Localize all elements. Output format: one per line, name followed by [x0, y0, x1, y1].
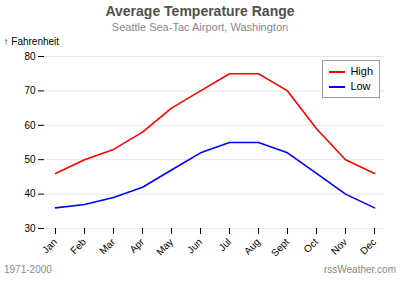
svg-text:Jun: Jun: [185, 236, 204, 255]
svg-text:Oct: Oct: [301, 236, 320, 255]
svg-text:70: 70: [24, 85, 36, 96]
svg-text:30: 30: [24, 223, 36, 234]
svg-text:Aug: Aug: [242, 236, 262, 256]
svg-text:60: 60: [24, 120, 36, 131]
svg-text:Mar: Mar: [97, 236, 117, 256]
svg-text:Jan: Jan: [40, 236, 59, 255]
svg-text:Jul: Jul: [216, 236, 233, 253]
svg-text:↑ Fahrenheit: ↑ Fahrenheit: [4, 36, 60, 47]
html-text:1971-2000: 1971-2000: [4, 264, 52, 275]
html-text:rssWeather.com: rssWeather.com: [323, 264, 396, 275]
svg-text:Sept: Sept: [269, 236, 291, 258]
html-text:Average Temperature Range: Average Temperature Range: [105, 3, 295, 19]
html-text:High: High: [350, 65, 373, 77]
svg-text:Nov: Nov: [329, 236, 349, 256]
html-text:Low: Low: [350, 80, 371, 92]
svg-text:80: 80: [24, 51, 36, 62]
svg-text:May: May: [154, 236, 175, 257]
svg-text:Feb: Feb: [68, 236, 88, 256]
svg-text:Dec: Dec: [358, 236, 378, 256]
html-text:Seattle Sea-Tac Airport, Washi: Seattle Sea-Tac Airport, Washington: [111, 21, 289, 33]
svg-text:40: 40: [24, 188, 36, 199]
svg-text:50: 50: [24, 154, 36, 165]
svg-text:Apr: Apr: [127, 236, 146, 255]
